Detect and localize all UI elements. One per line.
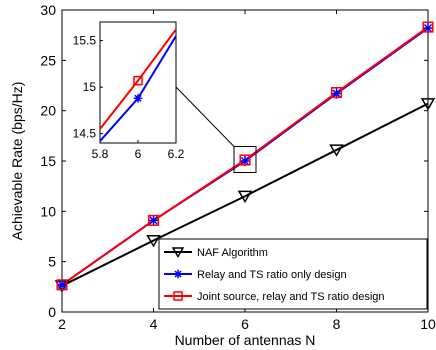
data-point-0-4 (420, 98, 436, 111)
y-axis-label: Achievable Rate (bps/Hz) (9, 82, 25, 241)
legend-label: NAF Algorithm (197, 247, 268, 259)
legend-label: Joint source, relay and TS ratio design (197, 291, 385, 303)
data-point-2-3 (330, 86, 343, 99)
legend-entry-2: Joint source, relay and TS ratio design (164, 291, 385, 303)
zoom-region-box (233, 145, 257, 173)
data-point-1-0 (56, 279, 68, 290)
inset-data-point-1 (133, 75, 143, 86)
x-tick-label: 6 (241, 316, 249, 332)
legend-entry-1: Relay and TS ratio only design (164, 269, 347, 281)
series-line-0 (61, 102, 429, 287)
data-point-0-1 (146, 234, 161, 248)
data-point-1-1 (148, 215, 159, 226)
inset-frame (99, 21, 177, 144)
data-point-2-0 (56, 279, 68, 291)
x-tick-label: 4 (150, 316, 158, 332)
y-tick-label: 10 (40, 203, 56, 219)
data-point-2-2 (239, 154, 251, 166)
inset-y-tick-label: 15 (83, 80, 97, 94)
data-point-2-1 (147, 214, 160, 226)
y-tick-label: 20 (40, 103, 56, 119)
zoom-connector-line (175, 86, 235, 147)
data-point-0-3 (329, 144, 344, 157)
legend-entry-0: NAF Algorithm (164, 247, 268, 259)
y-tick-label: 15 (40, 153, 56, 169)
y-tick-label: 25 (40, 52, 56, 68)
inset-plot (100, 28, 176, 142)
inset-x-tick-label: 5.8 (92, 147, 109, 161)
data-point-2-4 (422, 21, 434, 33)
inset-series-line-1 (100, 28, 176, 130)
x-tick-label: 8 (333, 316, 341, 332)
x-tick-label: 2 (58, 316, 66, 332)
inset-data-point-0 (133, 94, 143, 103)
legend-marker (173, 291, 183, 301)
data-point-0-2 (237, 190, 253, 204)
x-tick-label: 10 (420, 316, 436, 332)
legend-box (158, 238, 428, 310)
x-axis-label: Number of antennas N (175, 332, 316, 348)
y-tick-label: 30 (40, 2, 56, 18)
data-point-1-4 (422, 23, 434, 34)
inset-y-tick-label: 15.5 (73, 34, 97, 48)
data-point-1-2 (239, 155, 251, 167)
inset-y-tick-label: 14.5 (73, 127, 97, 141)
y-tick-label: 0 (48, 304, 56, 320)
inset-x-tick-label: 6.2 (168, 147, 185, 161)
legend-marker (173, 269, 183, 279)
legend-label: Relay and TS ratio only design (197, 269, 347, 281)
y-tick-label: 5 (48, 254, 56, 270)
legend-marker (171, 247, 185, 258)
inset-x-tick-label: 6 (135, 147, 142, 161)
